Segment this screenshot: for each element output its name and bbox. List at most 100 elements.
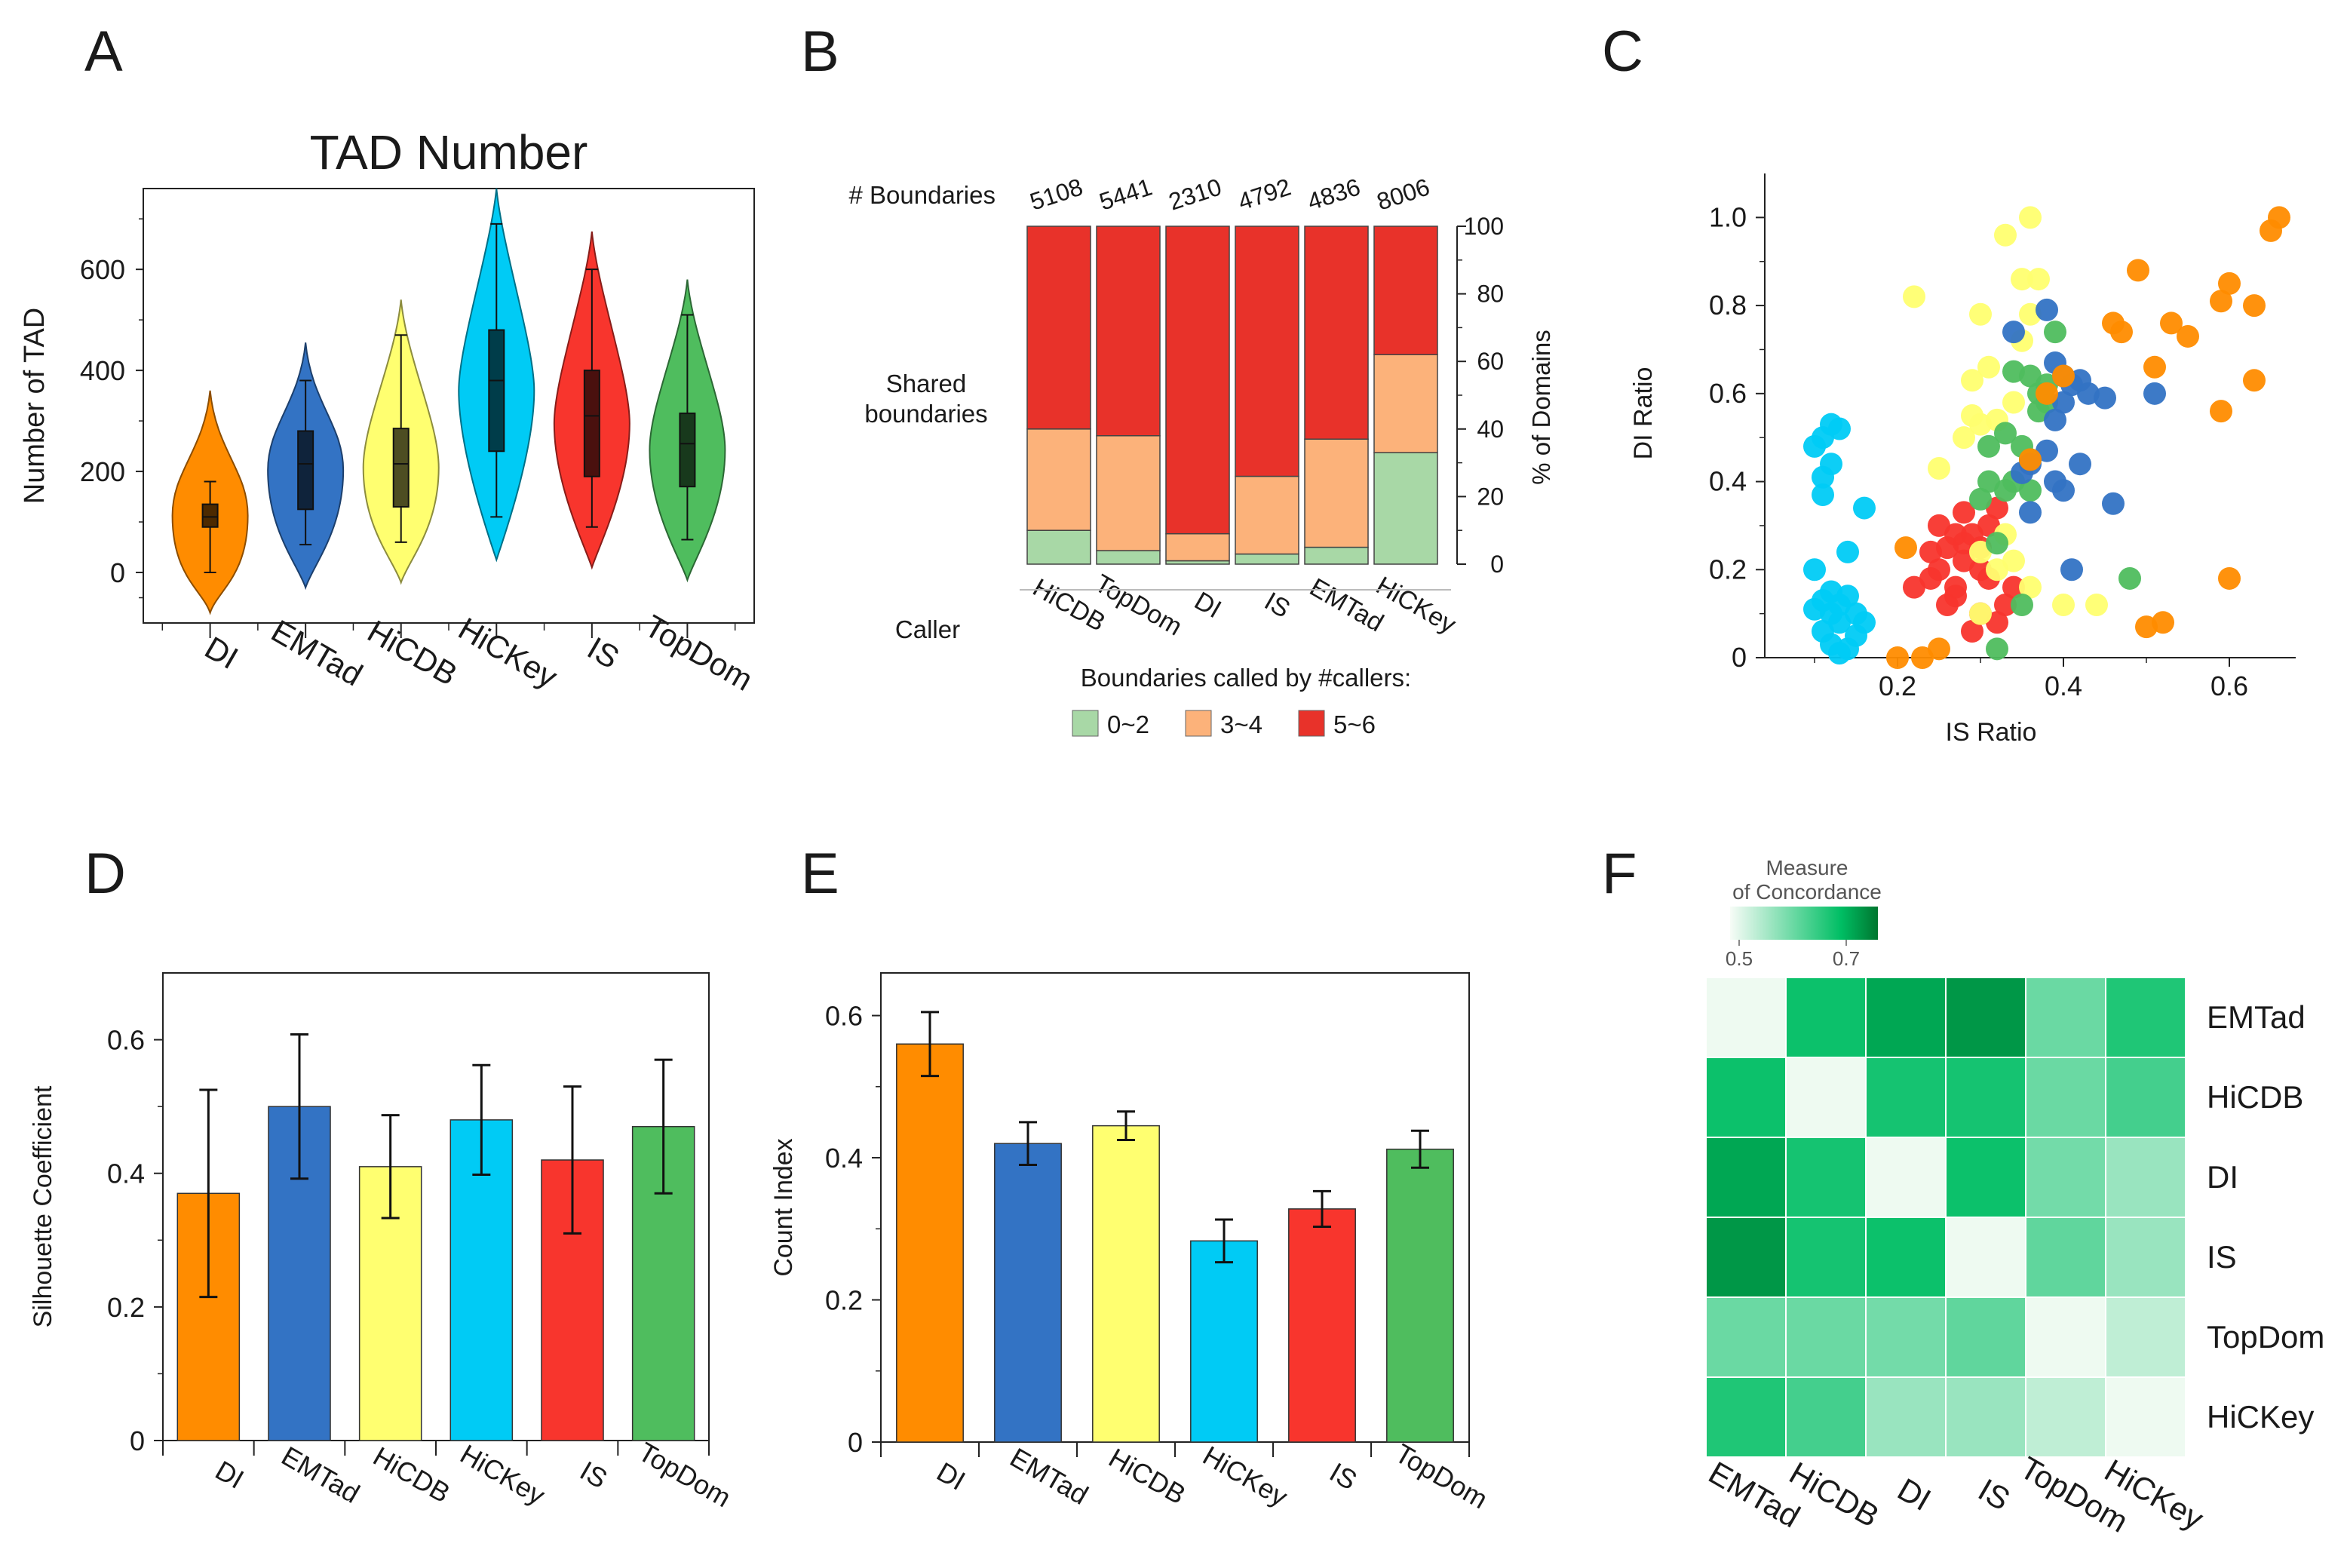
heatmap-cell xyxy=(2105,977,2186,1058)
box-EMTad xyxy=(297,430,314,511)
scatter-point-EMTad xyxy=(2069,453,2091,476)
scatter-point-IS xyxy=(1936,536,1959,560)
scatter-point-HiCKey xyxy=(1828,417,1851,440)
x-tick-label: IS xyxy=(1324,1456,1362,1496)
heatmap-cell xyxy=(2105,1376,2186,1458)
x-tick-label: 0.6 xyxy=(2210,670,2248,701)
heatmap-cell xyxy=(1705,1296,1787,1378)
scatter-point-IS xyxy=(1903,575,1925,599)
row-label-shared-line1: Shared xyxy=(886,370,966,397)
bar-segment-3~4 xyxy=(1304,438,1369,548)
bar-chart-panel-e: 0 0.2 0.4 0.6 Count Index DI EMTad HiCDB HiCKey I… xyxy=(769,972,1493,1514)
scatter-point-IS xyxy=(1986,496,2008,520)
heatmap-cell xyxy=(1865,1217,1947,1298)
scatter-point-HiCDB xyxy=(2027,268,2050,291)
scatter-point-HiCDB xyxy=(2011,268,2033,291)
scatter-point-IS xyxy=(1994,593,2017,616)
bar-segment-5~6 xyxy=(1096,226,1161,437)
y-axis-label: Number of TAD xyxy=(19,308,51,504)
scatter-point-TopDom xyxy=(1977,470,2000,493)
scatter-point-IS xyxy=(1961,619,1983,643)
bar-HiCKey xyxy=(1190,1240,1258,1443)
scatter-point-IS xyxy=(1953,501,1975,524)
heatmap-cell xyxy=(1785,1376,1867,1458)
scatter-point-EMTad xyxy=(2019,501,2042,524)
y-tick-label: 80 xyxy=(1477,281,1504,308)
scatter-point-TopDom xyxy=(2019,479,2042,502)
panel-letter-b: B xyxy=(801,20,839,84)
scatter-point-EMTad xyxy=(2102,492,2125,515)
legend-title-line1: Measure xyxy=(1766,856,1848,879)
heatmap-cell xyxy=(1945,1137,2026,1218)
scatter-point-EMTad xyxy=(2044,408,2066,431)
scatter-point-EMTad xyxy=(2052,391,2075,414)
scatter-point-HiCKey xyxy=(1836,540,1859,563)
scatter-point-EMTad xyxy=(2036,439,2058,462)
row-label: IS xyxy=(2207,1239,2237,1275)
panel-letter-a: A xyxy=(84,20,123,84)
y-tick-label: 0 xyxy=(110,557,125,588)
x-tick-label: HiCDB xyxy=(362,613,464,692)
row-label-shared-line2: boundaries xyxy=(864,400,987,428)
y-tick-label: 1.0 xyxy=(1709,201,1747,232)
heatmap-cell xyxy=(2025,1376,2106,1458)
scatter-point-IS xyxy=(1944,585,1967,608)
col-label: DI xyxy=(1891,1471,1937,1518)
x-tick-label: DI xyxy=(210,1454,250,1495)
scatter-point-EMTad xyxy=(2143,382,2166,405)
scatter-point-IS xyxy=(2002,575,2025,599)
scatter-chart-panel-c: 0 0.2 0.4 0.6 0.8 1.0 0.2 0.4 0.6 IS Ratio DI Rati… xyxy=(1629,173,2296,747)
y-axis-label: DI Ratio xyxy=(1629,367,1658,460)
scatter-point-EMTad xyxy=(2036,298,2058,321)
heatmap-cell xyxy=(2105,1137,2186,1218)
scatter-point-IS xyxy=(1953,549,1975,572)
y-tick-label: 40 xyxy=(1477,416,1504,443)
scatter-point-TopDom xyxy=(1994,422,2017,445)
legend-label: 3~4 xyxy=(1220,710,1262,738)
heatmap-cell xyxy=(1785,1217,1867,1298)
bar-segment-0~2 xyxy=(1026,529,1091,565)
x-tick-label: TopDom xyxy=(1090,569,1187,641)
y-axis-label: % of Domains xyxy=(1527,330,1555,484)
heatmap-cell xyxy=(1705,1057,1787,1138)
x-tick-label: TopDom xyxy=(634,1436,737,1514)
scatter-point-HiCKey xyxy=(1845,602,1867,625)
row-label-caller: Caller xyxy=(895,615,960,643)
scatter-point-TopDom xyxy=(1994,479,2017,502)
row-label: TopDom xyxy=(2207,1319,2324,1355)
x-tick-label: HiCDB xyxy=(1103,1442,1191,1511)
panel-letter-f: F xyxy=(1602,842,1637,906)
scatter-point-HiCDB xyxy=(2019,206,2042,229)
heatmap-cell xyxy=(2105,1296,2186,1378)
scatter-point-DI xyxy=(2210,400,2232,423)
bar-segment-5~6 xyxy=(1304,226,1369,440)
scatter-point-HiCDB xyxy=(1994,223,2017,247)
col-label: EMTad xyxy=(1703,1454,1806,1534)
panel-letter-c: C xyxy=(1602,20,1643,84)
x-tick-label: HiCKey xyxy=(455,1438,550,1511)
chart-title: TAD Number xyxy=(310,125,588,180)
scatter-point-HiCDB xyxy=(1961,369,1983,392)
legend-tick-label: 0.7 xyxy=(1833,947,1860,970)
heatmap-cell xyxy=(1945,977,2026,1058)
row-label: HiCDB xyxy=(2207,1079,2303,1115)
y-tick-label: 200 xyxy=(80,456,125,487)
x-tick-label: IS xyxy=(1259,587,1295,624)
heatmap-cell xyxy=(1705,977,1787,1058)
bar-segment-5~6 xyxy=(1373,226,1438,355)
scatter-point-HiCKey xyxy=(1828,611,1851,634)
y-tick-label: 0 xyxy=(130,1425,145,1456)
bar-segment-3~4 xyxy=(1026,428,1091,531)
scatter-point-DI xyxy=(2177,324,2199,348)
heatmap-cell xyxy=(2025,1137,2106,1218)
col-label: IS xyxy=(1972,1471,2016,1517)
scatter-point-HiCKey xyxy=(1812,589,1834,612)
legend-swatch-0~2 xyxy=(1072,710,1099,737)
box-TopDom xyxy=(679,413,696,488)
heatmap-cell xyxy=(2105,1057,2186,1138)
bar-segment-5~6 xyxy=(1165,226,1230,535)
scatter-point-EMTad xyxy=(2094,386,2116,410)
y-axis-label: Count Index xyxy=(769,1138,798,1276)
